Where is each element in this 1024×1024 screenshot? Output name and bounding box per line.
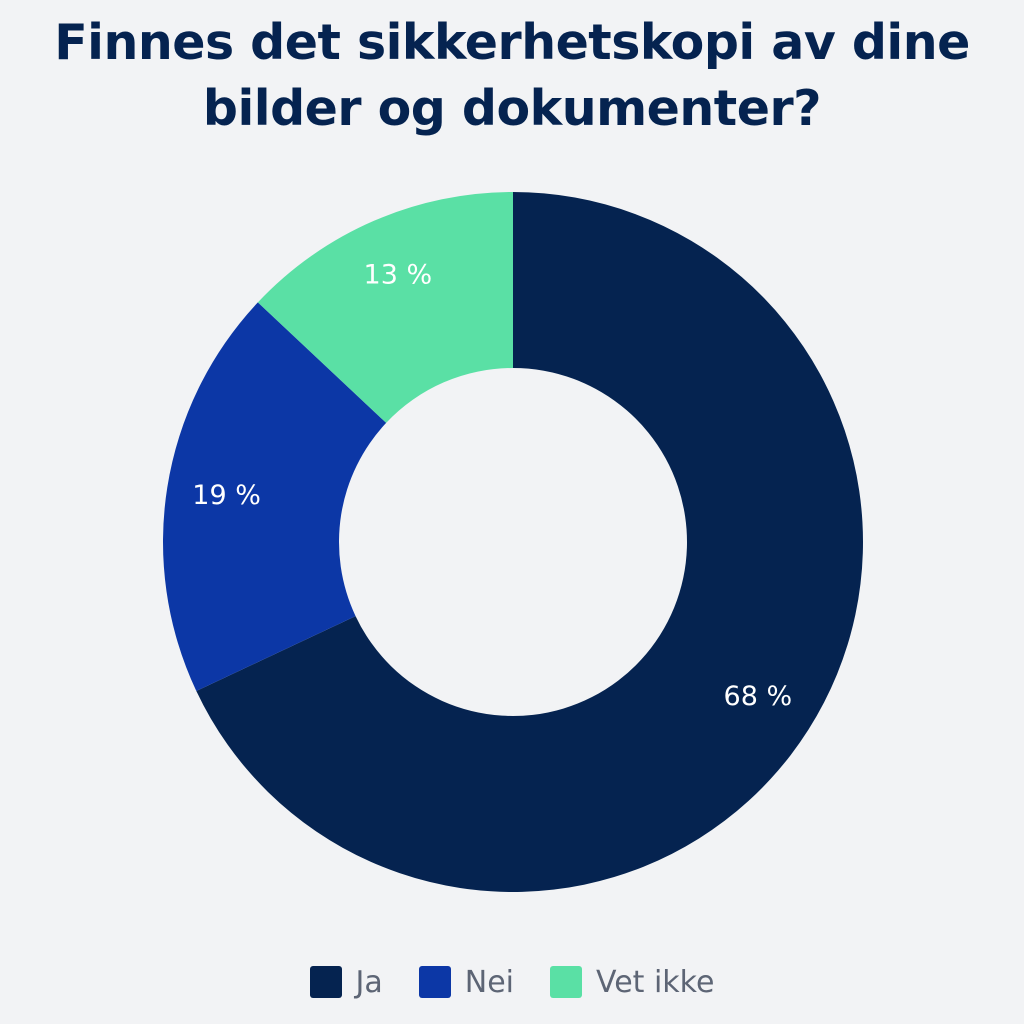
legend-item-vet-ikke[interactable]: Vet ikke <box>550 965 714 1000</box>
data-label-nei: 19 % <box>192 480 261 511</box>
data-label-ja: 68 % <box>724 681 793 712</box>
legend-swatch <box>309 966 342 998</box>
legend-label: Nei <box>464 964 515 1000</box>
chart-legend: Ja Nei Vet ikke <box>0 960 1024 1004</box>
legend-swatch <box>418 966 451 998</box>
legend-swatch <box>550 966 583 998</box>
slice-nei[interactable] <box>163 302 387 692</box>
legend-item-ja[interactable]: Ja <box>309 964 383 1000</box>
legend-label: Ja <box>355 964 383 1000</box>
chart-title: Finnes det sikkerhetskopi av dine bilder… <box>54 14 970 137</box>
slice-ja[interactable] <box>196 192 863 892</box>
data-label-vet-ikke: 13 % <box>364 259 433 290</box>
legend-item-nei[interactable]: Nei <box>418 964 515 1000</box>
legend-label: Vet ikke <box>596 964 715 1000</box>
slice-vet-ikke[interactable] <box>257 192 513 423</box>
